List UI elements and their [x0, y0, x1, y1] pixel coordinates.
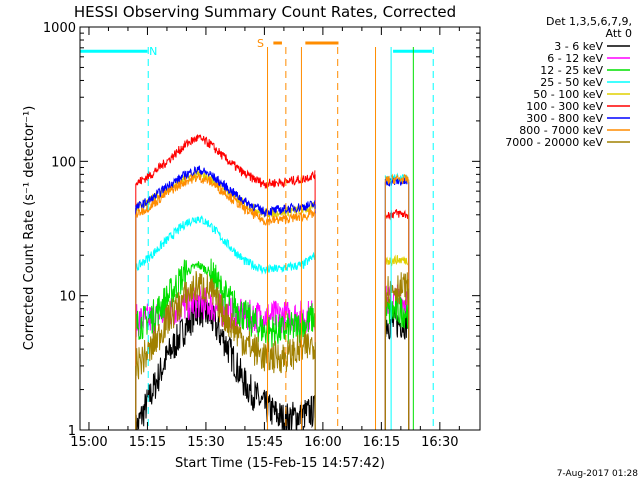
legend-header-line-2: Att 0	[606, 27, 632, 40]
x-tick-label-1: 15:15	[129, 435, 166, 450]
x-axis: 15:00 15:15 15:30 15:45 16:00 16:15 16:30	[70, 27, 460, 450]
legend-entry-2: 12 - 25 keV	[540, 64, 603, 77]
y-tick-label-3: 1000	[43, 21, 76, 36]
flag-annotation-1: S	[257, 37, 264, 50]
y-axis: 1 10 100 1000	[43, 21, 480, 439]
x-tick-label-6: 16:30	[421, 435, 458, 450]
x-tick-label-3: 15:45	[246, 435, 283, 450]
x-tick-label-2: 15:30	[187, 435, 224, 450]
x-tick-label-0: 15:00	[70, 435, 107, 450]
x-axis-label: Start Time (15-Feb-15 14:57:42)	[175, 456, 385, 471]
series-0-segment-1	[384, 307, 410, 430]
plot-frame	[79, 26, 481, 431]
legend-entry-3: 25 - 50 keV	[540, 76, 603, 89]
flag-vlines	[147, 47, 434, 430]
legend-entry-6: 300 - 800 keV	[526, 112, 603, 125]
legend-entry-4: 50 - 100 keV	[533, 88, 603, 101]
plot-area	[135, 134, 410, 431]
series-8-segment-1	[384, 272, 410, 430]
y-tick-label-0: 1	[68, 424, 76, 439]
legend-entry-5: 100 - 300 keV	[526, 100, 603, 113]
chart-title: HESSI Observing Summary Count Rates, Cor…	[74, 3, 456, 21]
legend-header-line-1: Det 1,3,5,6,7,9,	[546, 15, 632, 28]
series-2-segment-1	[384, 295, 410, 430]
flag-annotation-0: N	[149, 45, 157, 58]
x-tick-label-4: 16:00	[304, 435, 341, 450]
y-axis-label: Corrected Count Rate (s⁻¹ detector⁻¹)	[22, 106, 37, 351]
legend-entry-8: 7000 - 20000 keV	[505, 136, 603, 149]
legend-entry-7: 800 - 7000 keV	[519, 124, 603, 137]
legend-entry-0: 3 - 6 keV	[554, 40, 603, 53]
x-tick-label-5: 16:15	[363, 435, 400, 450]
series-8-segment-0	[135, 271, 316, 430]
y-tick-label-1: 10	[59, 290, 76, 305]
legend-entry-1: 6 - 12 keV	[547, 52, 603, 65]
y-tick-label-2: 100	[51, 155, 76, 170]
flag-bars: NS	[80, 37, 433, 58]
footer-timestamp: 7-Aug-2017 01:28	[557, 469, 639, 479]
